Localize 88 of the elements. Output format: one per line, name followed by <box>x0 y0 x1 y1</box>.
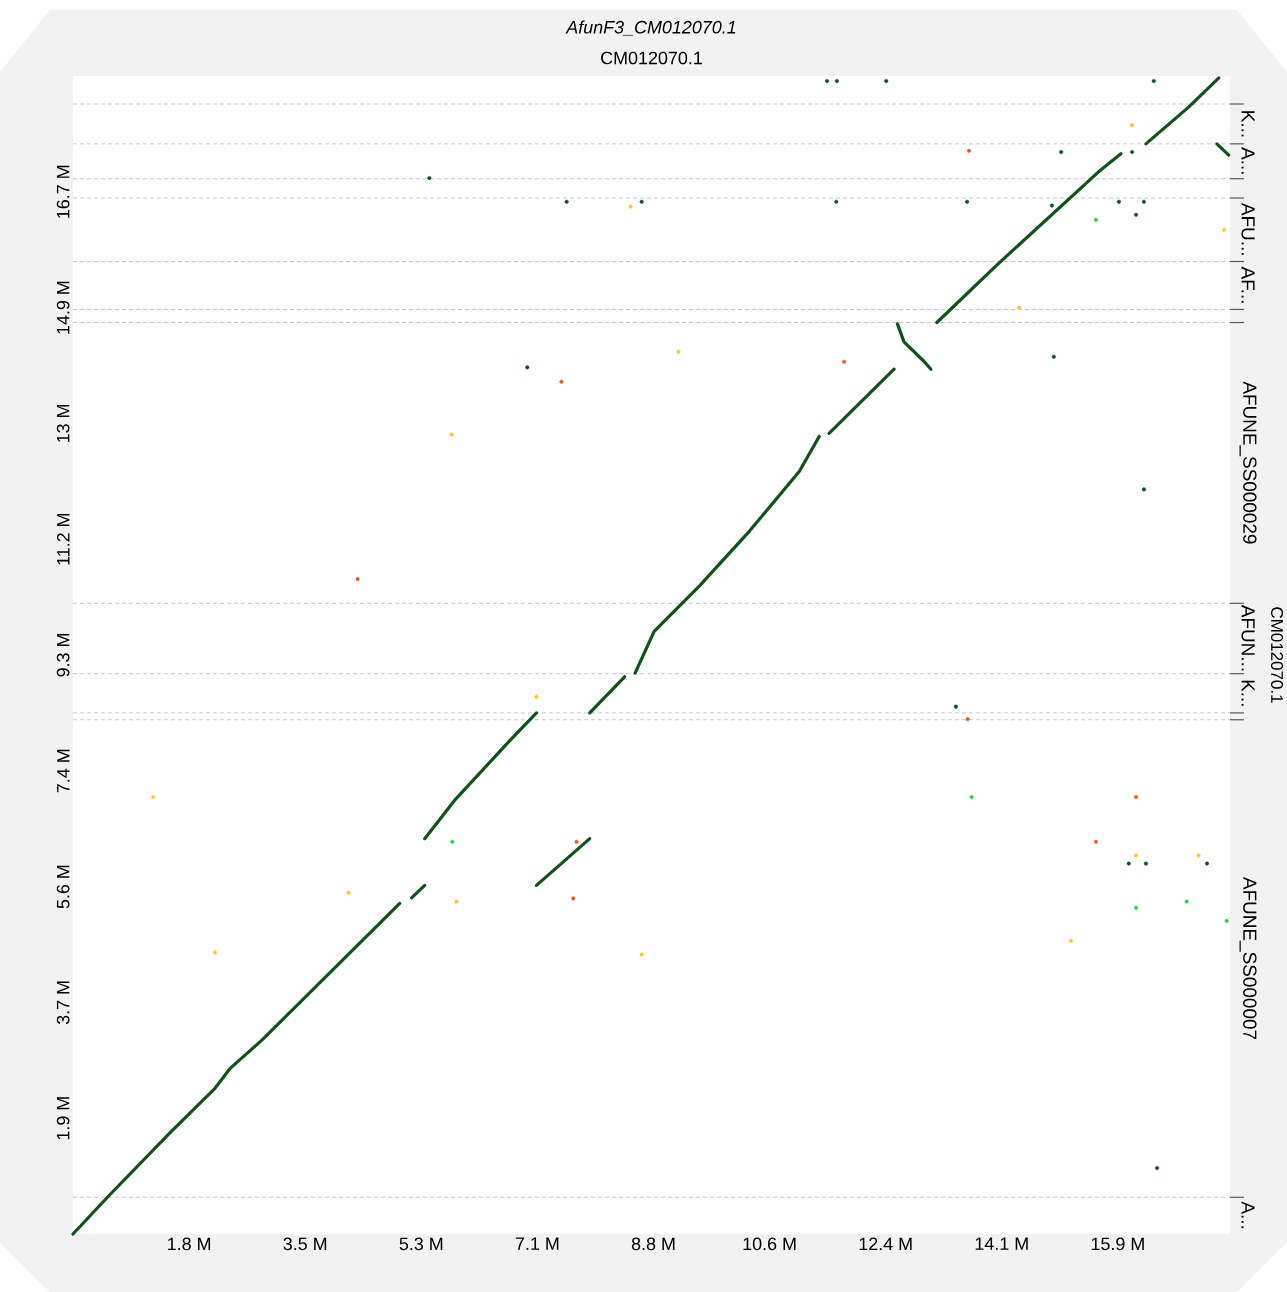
point <box>1130 123 1135 128</box>
x-tick-label: 10.6 M <box>743 1237 796 1251</box>
point <box>834 78 839 83</box>
y-tick-label: 1.9 M <box>56 1097 70 1140</box>
point <box>1184 899 1189 904</box>
point <box>450 839 455 844</box>
y-tick-label: 5.6 M <box>56 865 70 909</box>
y-tick-label: 13 M <box>56 404 70 442</box>
x-tick-label: 1.8 M <box>168 1237 211 1251</box>
text: K... <box>1241 680 1255 706</box>
point <box>969 794 974 799</box>
point <box>346 890 351 895</box>
point <box>639 952 644 957</box>
point <box>454 899 459 904</box>
point <box>1134 905 1139 910</box>
text: AFUNE_SS000029 <box>1239 381 1257 544</box>
point <box>1093 839 1098 844</box>
point <box>1068 938 1073 943</box>
point <box>571 896 576 901</box>
text: AFUN... <box>1241 604 1255 671</box>
point <box>1224 918 1229 923</box>
point <box>564 199 569 204</box>
point <box>1049 203 1054 208</box>
point <box>1093 217 1098 222</box>
point <box>449 432 454 437</box>
line-series <box>895 322 933 371</box>
point <box>628 204 633 209</box>
point <box>559 379 564 384</box>
point <box>953 704 958 709</box>
point <box>676 349 681 354</box>
point <box>1141 199 1146 204</box>
y-tick-label: 16.7 M <box>56 165 70 218</box>
y-tick-label: 9.3 M <box>56 634 70 677</box>
line-series <box>935 152 1123 325</box>
y-tick-label: 3.7 M <box>56 981 70 1025</box>
chart-subtitle: CM012070.1 <box>601 51 702 65</box>
point <box>427 176 432 181</box>
point <box>825 78 830 83</box>
point <box>1205 861 1210 866</box>
point <box>1196 853 1201 858</box>
point <box>965 717 970 722</box>
point <box>1116 199 1121 204</box>
point <box>1134 212 1139 217</box>
point <box>355 577 360 582</box>
point <box>1151 78 1156 83</box>
point <box>967 148 972 153</box>
text: AFU... <box>1241 202 1255 255</box>
x-tick-label: 12.4 M <box>859 1237 912 1251</box>
point <box>842 359 847 364</box>
point <box>1059 149 1064 154</box>
y-tick-label: 11.2 M <box>56 513 70 565</box>
chart-title: AfunF3_CM012070.1 <box>565 20 736 36</box>
text: AFUNE_SS000007 <box>1239 876 1257 1040</box>
point <box>534 694 539 699</box>
x-tick-label: 8.8 M <box>631 1237 675 1251</box>
point <box>834 199 839 204</box>
text: K... <box>1241 111 1255 137</box>
point <box>639 199 644 204</box>
y-tick-label: 14.9 M <box>56 281 70 334</box>
text: A... <box>1241 1201 1255 1229</box>
x-tick-label: 15.9 M <box>1091 1237 1144 1251</box>
line-series <box>71 901 402 1236</box>
x-tick-label: 14.1 M <box>975 1237 1028 1250</box>
point <box>965 199 970 204</box>
point <box>1051 354 1056 359</box>
point <box>525 365 530 370</box>
x-tick-label: 5.3 M <box>399 1237 443 1251</box>
line-series <box>633 434 821 675</box>
point <box>1143 861 1148 866</box>
point <box>1134 794 1139 799</box>
point <box>1134 853 1139 858</box>
point <box>1126 861 1131 866</box>
text: A... <box>1241 147 1255 174</box>
point <box>884 78 889 83</box>
point <box>1017 305 1022 310</box>
point <box>1222 227 1227 232</box>
point <box>151 794 156 799</box>
text: AF... <box>1241 266 1255 303</box>
y2-axis-title: CM012070.1 <box>1271 607 1284 703</box>
point <box>574 839 579 844</box>
x-tick-label: 7.1 M <box>515 1237 559 1250</box>
point <box>1141 487 1146 492</box>
point <box>1130 149 1135 154</box>
y-tick-label: 7.4 M <box>57 749 70 793</box>
point <box>1155 1166 1160 1171</box>
x-tick-label: 3.5 M <box>283 1237 327 1251</box>
point <box>213 950 217 955</box>
line-series <box>423 711 539 841</box>
